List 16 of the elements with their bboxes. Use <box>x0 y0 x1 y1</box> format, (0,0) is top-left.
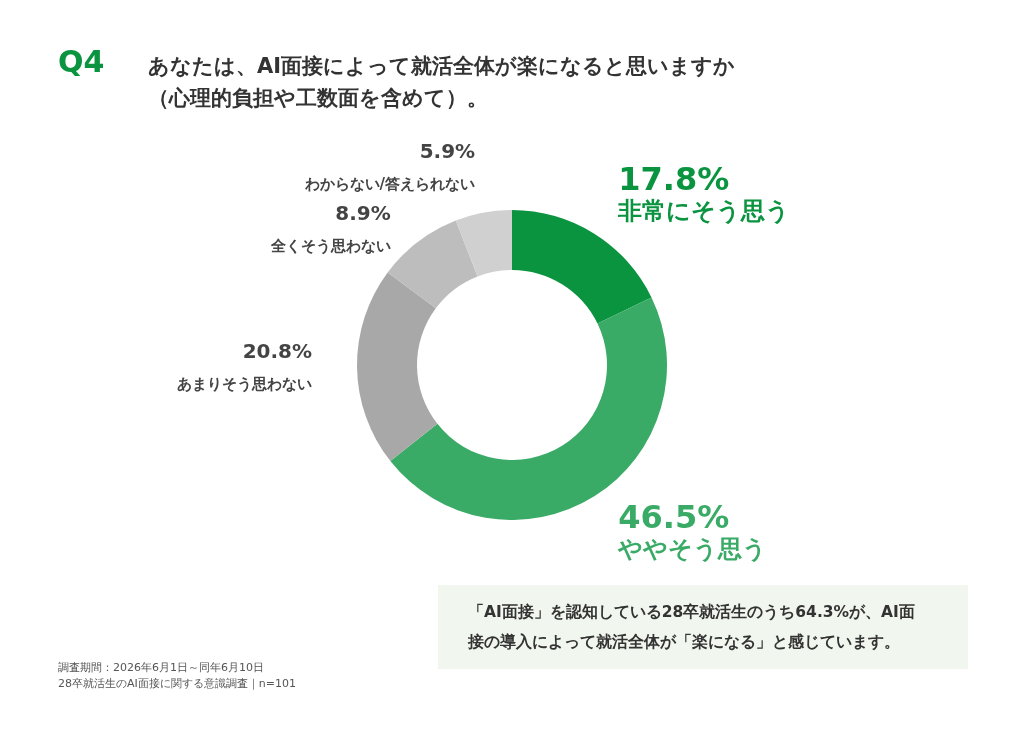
text: 「AI面接」を認知している28卒就活生のうち64.3%が、AI面接の導入によって就活全体が「楽になる」と感じています。 <box>438 585 968 669</box>
donut-slice <box>455 210 512 277</box>
slice-label: ややそう思う <box>617 535 768 564</box>
data-label: 5.9% <box>419 139 476 164</box>
slice-label: 非常にそう思う <box>617 196 791 225</box>
data-label: 46.5% <box>618 498 730 537</box>
slice-label: わからない/答えられない <box>303 175 476 194</box>
donut-slice <box>357 272 438 462</box>
data-label: 17.8% <box>618 159 730 198</box>
data-label: 20.8% <box>242 338 313 363</box>
slice-label: あまりそう思わない <box>177 374 313 393</box>
data-label: 8.9% <box>335 201 391 226</box>
slice-label: 全くそう思わない <box>269 237 391 256</box>
text: 調査期間：2026年6月1日～同年6月10日 28卒就活生のAI面接に関する意識調査｜n=101 <box>58 660 296 692</box>
chart-title: Q4 <box>58 44 105 79</box>
chart-subtitle: あなたは、AI面接によって就活全体が楽になると思いますか（心理的負担や工数面を含めて）。 <box>148 53 737 112</box>
